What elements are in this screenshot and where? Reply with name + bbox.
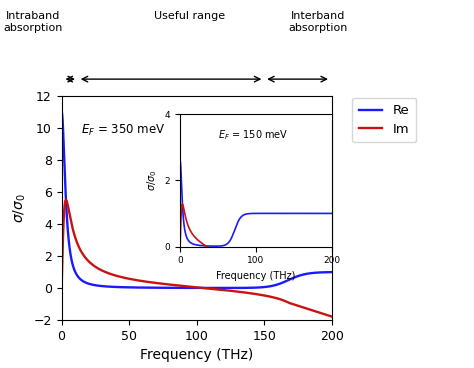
Line: Re: Re bbox=[62, 112, 332, 288]
Re bbox=[221, 286, 227, 290]
Im bbox=[59, 283, 64, 287]
Im bbox=[162, 282, 168, 286]
Re bbox=[281, 280, 287, 284]
X-axis label: Frequency (THz): Frequency (THz) bbox=[216, 271, 296, 281]
Text: Interband
absorption: Interband absorption bbox=[288, 11, 347, 33]
Re bbox=[162, 286, 168, 290]
Im bbox=[108, 272, 114, 276]
Y-axis label: $\sigma/\sigma_0$: $\sigma/\sigma_0$ bbox=[146, 170, 159, 191]
Re bbox=[59, 110, 64, 114]
Re bbox=[235, 286, 240, 290]
Im bbox=[235, 289, 240, 294]
Re bbox=[329, 270, 335, 274]
Re bbox=[108, 284, 114, 289]
Y-axis label: $\sigma/\sigma_0$: $\sigma/\sigma_0$ bbox=[11, 193, 28, 223]
Im bbox=[329, 314, 335, 319]
Text: $E_F$ = 350 meV: $E_F$ = 350 meV bbox=[81, 123, 165, 138]
Im bbox=[260, 293, 266, 297]
Re bbox=[260, 285, 266, 289]
Re bbox=[223, 286, 229, 290]
Legend: Re, Im: Re, Im bbox=[352, 98, 416, 142]
X-axis label: Frequency (THz): Frequency (THz) bbox=[140, 348, 253, 362]
Text: Intraband
absorption: Intraband absorption bbox=[3, 11, 63, 33]
Text: $E_F$ = 150 meV: $E_F$ = 150 meV bbox=[218, 128, 289, 142]
Im bbox=[281, 298, 287, 303]
Im bbox=[221, 288, 227, 292]
Text: Useful range: Useful range bbox=[154, 11, 225, 21]
Im bbox=[63, 198, 69, 202]
Line: Im: Im bbox=[62, 200, 332, 316]
